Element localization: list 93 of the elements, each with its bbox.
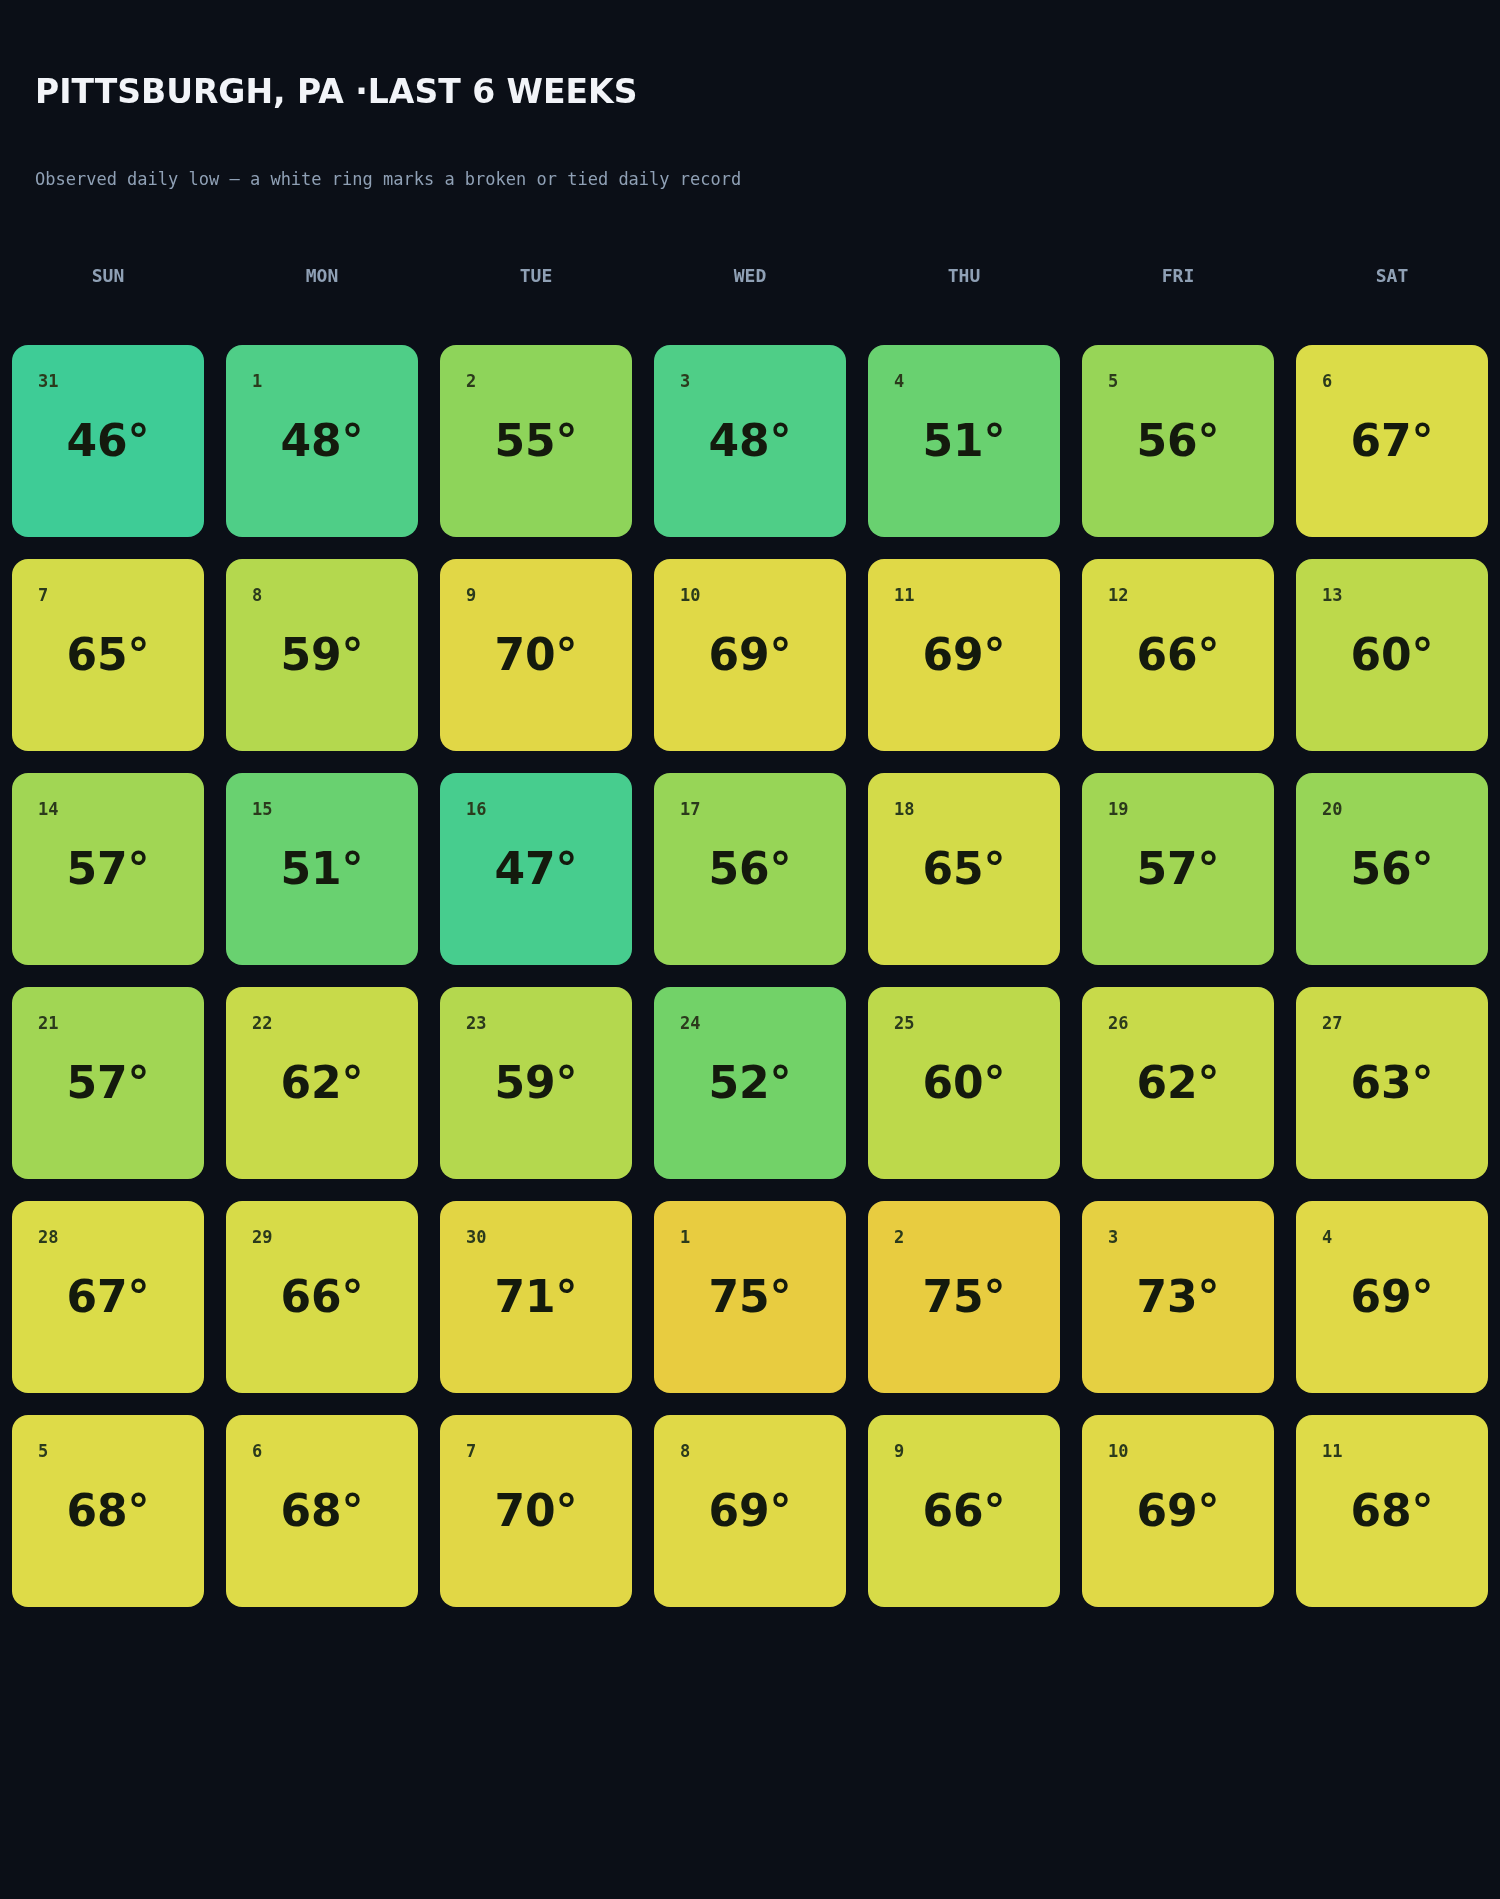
- chart-title: PITTSBURGH, PA ·LAST 6 WEEKS: [35, 72, 638, 111]
- annotation: 12: [1108, 585, 1129, 605]
- data-label: 60°: [1350, 628, 1434, 680]
- x-tick-label: FRI: [1161, 264, 1195, 286]
- data-label: 57°: [66, 1056, 150, 1108]
- annotation: 24: [680, 1013, 701, 1033]
- data-label: 68°: [1350, 1484, 1434, 1536]
- annotation: 21: [38, 1013, 59, 1033]
- annotation: 26: [1108, 1013, 1129, 1033]
- data-label: 69°: [708, 628, 792, 680]
- annotation: 28: [38, 1227, 59, 1247]
- annotation: 18: [894, 799, 915, 819]
- data-label: 47°: [494, 842, 578, 894]
- data-label: 55°: [494, 414, 578, 466]
- annotation: 16: [466, 799, 487, 819]
- data-label: 59°: [280, 628, 364, 680]
- annotation: 22: [252, 1013, 273, 1033]
- annotation: 10: [1108, 1441, 1129, 1461]
- annotation: 30: [466, 1227, 487, 1247]
- annotation: 6: [252, 1441, 263, 1461]
- data-label: 70°: [494, 628, 578, 680]
- data-label: 62°: [1136, 1056, 1220, 1108]
- x-tick-label: MON: [305, 264, 339, 286]
- annotation: 17: [680, 799, 701, 819]
- data-label: 51°: [922, 414, 1006, 466]
- data-label: 66°: [280, 1270, 364, 1322]
- annotation: 6: [1322, 371, 1333, 391]
- data-label: 71°: [494, 1270, 578, 1322]
- annotation: 11: [894, 585, 915, 605]
- x-tick-label: WED: [733, 264, 767, 286]
- data-label: 52°: [708, 1056, 792, 1108]
- data-label: 56°: [1350, 842, 1434, 894]
- annotation: 3: [680, 371, 691, 391]
- data-label: 67°: [66, 1270, 150, 1322]
- annotation: 8: [680, 1441, 691, 1461]
- data-label: 69°: [922, 628, 1006, 680]
- data-label: 69°: [1136, 1484, 1220, 1536]
- annotation: 4: [1322, 1227, 1333, 1247]
- annotation: 11: [1322, 1441, 1343, 1461]
- annotation: 29: [252, 1227, 273, 1247]
- annotation: 25: [894, 1013, 915, 1033]
- annotation: 7: [38, 585, 49, 605]
- data-label: 63°: [1350, 1056, 1434, 1108]
- annotation: 31: [38, 371, 59, 391]
- annotation: 10: [680, 585, 701, 605]
- annotation: 2: [466, 371, 477, 391]
- annotation: 5: [1108, 371, 1119, 391]
- annotation: 2: [894, 1227, 905, 1247]
- annotation: 19: [1108, 799, 1129, 819]
- data-label: 51°: [280, 842, 364, 894]
- x-tick-label: TUE: [519, 264, 553, 286]
- x-tick-label: THU: [947, 264, 981, 286]
- data-label: 65°: [922, 842, 1006, 894]
- data-label: 48°: [708, 414, 792, 466]
- data-label: 75°: [708, 1270, 792, 1322]
- data-label: 57°: [66, 842, 150, 894]
- annotation: 1: [680, 1227, 691, 1247]
- data-label: 66°: [1136, 628, 1220, 680]
- data-label: 59°: [494, 1056, 578, 1108]
- data-label: 60°: [922, 1056, 1006, 1108]
- data-label: 56°: [708, 842, 792, 894]
- x-tick-label: SAT: [1375, 264, 1409, 286]
- data-label: 62°: [280, 1056, 364, 1108]
- annotation: 20: [1322, 799, 1343, 819]
- annotation: 1: [252, 371, 263, 391]
- annotation: 13: [1322, 585, 1343, 605]
- data-label: 67°: [1350, 414, 1434, 466]
- data-label: 57°: [1136, 842, 1220, 894]
- annotation: 5: [38, 1441, 49, 1461]
- annotation: 7: [466, 1441, 477, 1461]
- chart-subtitle: Observed daily low — a white ring marks a broken or tied daily record: [35, 168, 742, 189]
- data-label: 69°: [1350, 1270, 1434, 1322]
- data-label: 69°: [708, 1484, 792, 1536]
- data-label: 65°: [66, 628, 150, 680]
- annotation: 8: [252, 585, 263, 605]
- data-label: 68°: [66, 1484, 150, 1536]
- annotation: 9: [894, 1441, 905, 1461]
- annotation: 4: [894, 371, 905, 391]
- data-label: 73°: [1136, 1270, 1220, 1322]
- annotation: 9: [466, 585, 477, 605]
- annotation: 3: [1108, 1227, 1119, 1247]
- data-label: 75°: [922, 1270, 1006, 1322]
- data-label: 56°: [1136, 414, 1220, 466]
- annotation: 15: [252, 799, 273, 819]
- annotation: 27: [1322, 1013, 1343, 1033]
- annotation: 23: [466, 1013, 487, 1033]
- x-tick-label: SUN: [91, 264, 125, 286]
- data-label: 48°: [280, 414, 364, 466]
- data-label: 70°: [494, 1484, 578, 1536]
- data-label: 66°: [922, 1484, 1006, 1536]
- data-label: 46°: [66, 414, 150, 466]
- annotation: 14: [38, 799, 59, 819]
- data-label: 68°: [280, 1484, 364, 1536]
